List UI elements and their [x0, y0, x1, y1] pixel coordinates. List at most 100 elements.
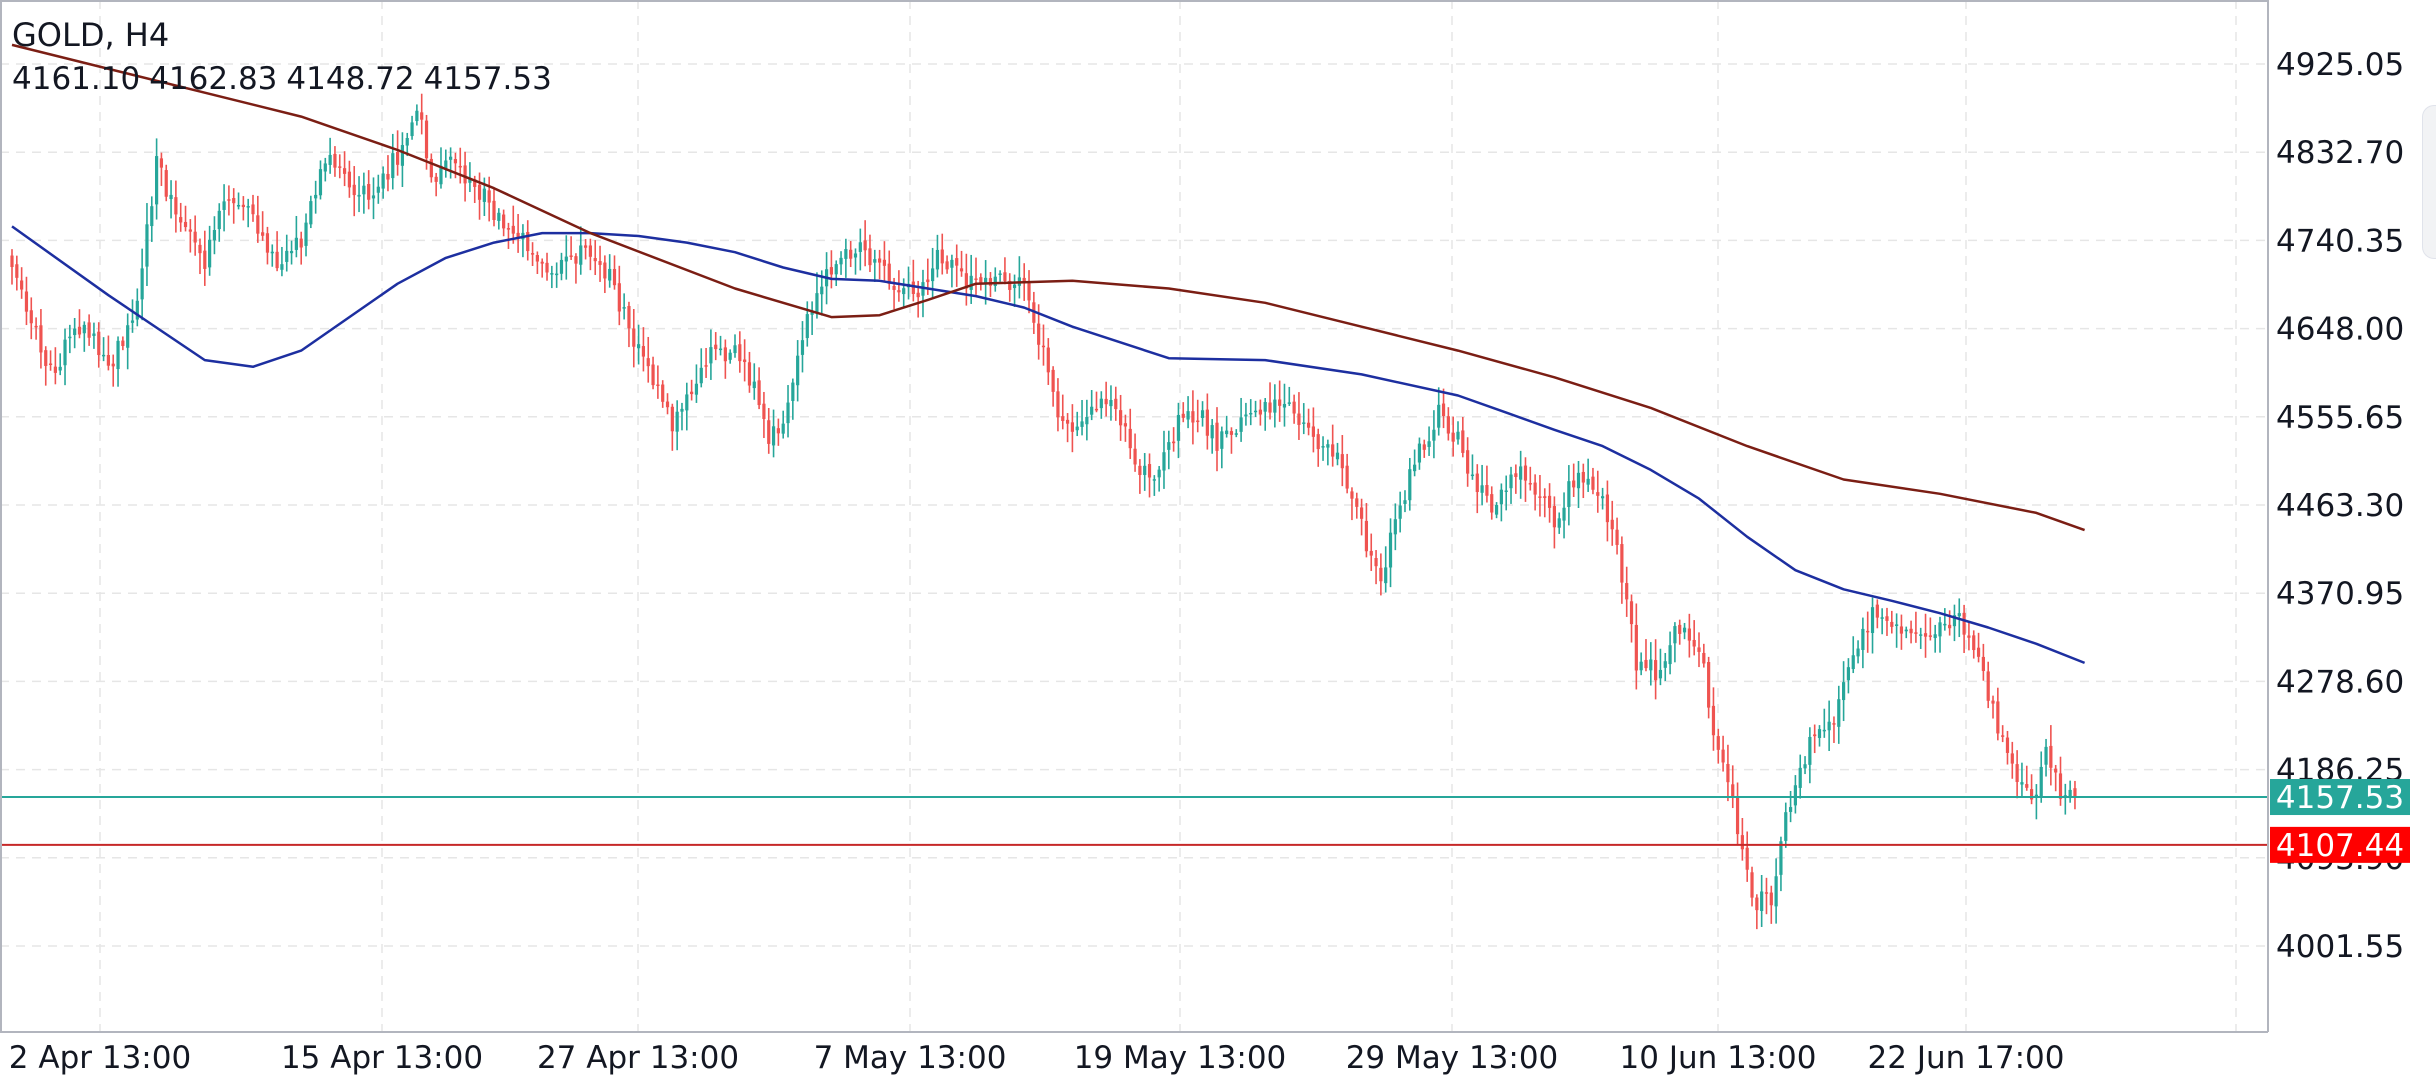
bearish-candle	[1022, 277, 1026, 284]
bearish-candle	[1735, 796, 1740, 835]
bullish-candle	[685, 394, 689, 411]
bearish-candle	[887, 263, 891, 284]
bearish-candle	[1475, 473, 1479, 493]
bearish-candle	[603, 262, 607, 279]
bearish-candle	[1596, 492, 1600, 496]
bearish-candle	[1547, 495, 1552, 508]
time-tick-label: 2 Apr 13:00	[9, 1040, 191, 1076]
bearish-candle	[1331, 444, 1335, 457]
bearish-candle	[1755, 897, 1759, 911]
bearish-candle	[829, 267, 833, 275]
bullish-candle	[116, 340, 120, 370]
moving-average-layer	[11, 43, 2086, 665]
bearish-candle	[868, 248, 872, 266]
bullish-candle	[1432, 429, 1436, 441]
bullish-candle	[140, 268, 144, 300]
bullish-candle	[1287, 402, 1291, 404]
bullish-candle	[733, 345, 737, 354]
bearish-candle	[1899, 626, 1904, 634]
bullish-candle	[246, 206, 250, 208]
bearish-candle	[1514, 473, 1518, 477]
bullish-candle	[993, 276, 997, 287]
bullish-candle	[1494, 505, 1499, 515]
bearish-candle	[897, 290, 901, 293]
bearish-candle	[1745, 847, 1749, 870]
bearish-candle	[1572, 480, 1576, 488]
bullish-candle	[391, 153, 395, 179]
bearish-candle	[1991, 700, 1995, 704]
bullish-candle	[820, 286, 824, 295]
bullish-candle	[1200, 410, 1205, 418]
bearish-candle	[1051, 369, 1055, 392]
bearish-candle	[593, 258, 597, 262]
bearish-candle	[1350, 491, 1354, 499]
bullish-candle	[405, 137, 409, 146]
bearish-candle	[24, 291, 29, 312]
bearish-candle	[463, 165, 467, 184]
bearish-candle	[723, 347, 727, 362]
bullish-candle	[555, 273, 559, 276]
bullish-candle	[371, 195, 376, 199]
bullish-candle	[935, 249, 940, 270]
bearish-candle	[878, 258, 882, 263]
bullish-candle	[1388, 532, 1393, 568]
bullish-candle	[497, 212, 501, 221]
bullish-candle	[1085, 416, 1089, 425]
bullish-candle	[858, 242, 862, 252]
bearish-candle	[1923, 633, 1928, 637]
bullish-candle	[1798, 767, 1802, 788]
bullish-candle	[550, 273, 554, 275]
bullish-candle	[1562, 507, 1566, 521]
bullish-candle	[1302, 422, 1306, 424]
price-tick-label: 4370.95	[2276, 576, 2404, 612]
bullish-candle	[969, 275, 973, 290]
bullish-candle	[1919, 634, 1923, 636]
bearish-candle	[227, 199, 231, 201]
bearish-candle	[420, 112, 424, 120]
bearish-candle	[1697, 647, 1701, 652]
bearish-candle	[583, 245, 588, 248]
bullish-candle	[1225, 430, 1229, 435]
ma-fast-line	[11, 225, 2086, 665]
bearish-candle	[502, 214, 506, 229]
bearish-candle	[1875, 604, 1879, 618]
bearish-candle	[704, 365, 708, 367]
bullish-candle	[1943, 623, 1947, 626]
bearish-candle	[434, 176, 438, 182]
bearish-candle	[1466, 450, 1470, 474]
bullish-candle	[217, 210, 221, 230]
price-level-layer	[0, 796, 2268, 846]
bullish-candle	[1673, 626, 1677, 644]
bullish-candle	[1837, 699, 1841, 727]
candle-layer	[10, 93, 2077, 930]
bearish-candle	[776, 428, 780, 434]
bullish-candle	[2068, 789, 2072, 799]
bearish-candle	[1986, 671, 1990, 701]
bearish-candle	[916, 292, 920, 298]
bearish-candle	[1446, 416, 1450, 434]
bearish-candle	[1065, 419, 1070, 424]
bullish-candle	[482, 188, 486, 202]
high-value: 4162.83	[149, 61, 278, 97]
price-tick-label: 4832.70	[2276, 135, 2404, 171]
bearish-candle	[926, 279, 930, 283]
bearish-candle	[1996, 701, 2000, 734]
bullish-candle	[1817, 729, 1822, 738]
bullish-candle	[1774, 876, 1778, 907]
bullish-candle	[1408, 469, 1412, 501]
bullish-candle	[1952, 615, 1957, 627]
bearish-candle	[429, 158, 433, 178]
bullish-candle	[718, 348, 723, 351]
price-tick-label: 4648.00	[2276, 312, 2404, 348]
bearish-candle	[1610, 519, 1614, 530]
bearish-candle	[849, 249, 853, 259]
bearish-candle	[612, 268, 617, 286]
bearish-candle	[1707, 662, 1711, 708]
bullish-candle	[1162, 452, 1166, 471]
bullish-candle	[285, 250, 289, 262]
bearish-candle	[1374, 558, 1378, 567]
bearish-candle	[1306, 422, 1311, 428]
side-panel-handle[interactable]	[2422, 105, 2436, 259]
